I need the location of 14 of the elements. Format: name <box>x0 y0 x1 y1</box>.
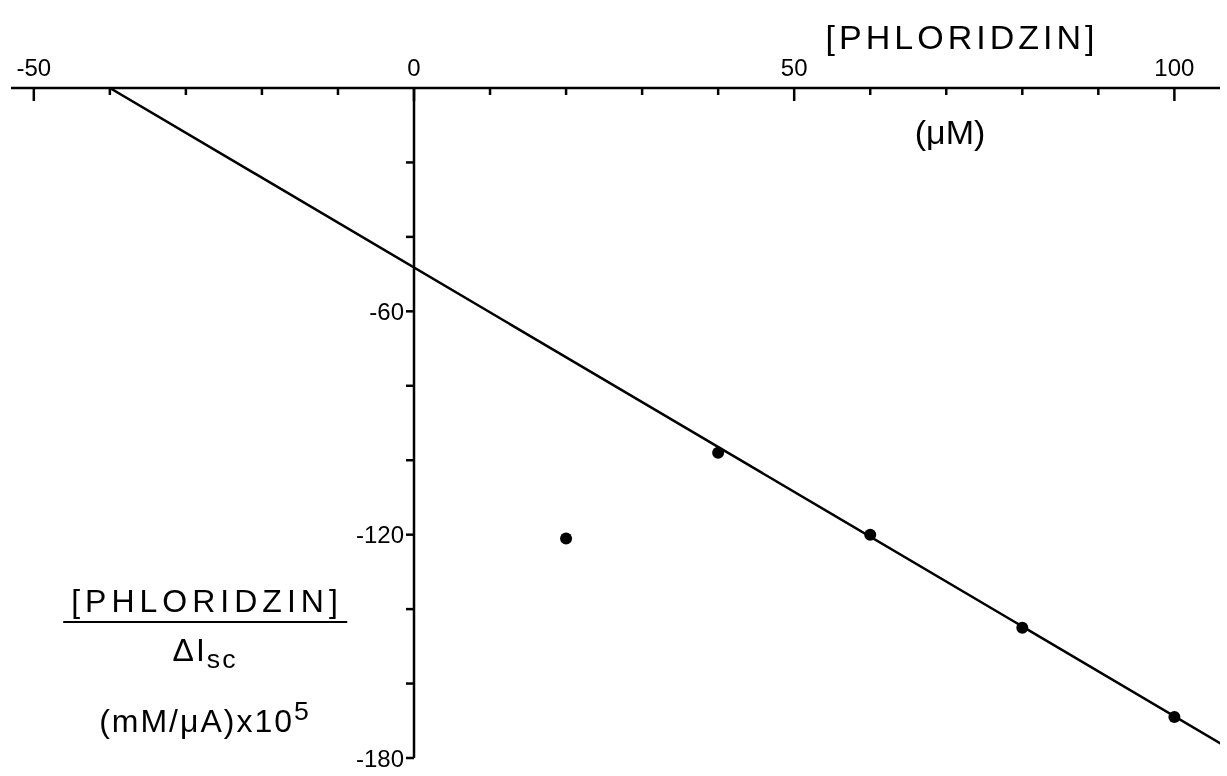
point <box>1016 621 1029 634</box>
y-tick-label: -60 <box>369 297 404 325</box>
point <box>864 528 877 541</box>
y-tick-label: -120 <box>355 521 404 549</box>
x-tick-label: -50 <box>16 54 52 81</box>
x-tick-label: 100 <box>1154 54 1195 81</box>
y-axis-title: [PHLORIDZIN] ΔI$_{sc}$ (mM/μA)x10$^{5}$ <box>70 583 344 739</box>
x-tick-label: 50 <box>780 54 808 81</box>
x-tick-label: 0 <box>407 54 421 81</box>
point <box>1168 711 1181 724</box>
point <box>560 532 573 545</box>
y-tick-label: -180 <box>355 744 404 772</box>
point <box>712 446 725 459</box>
text: [PHLORIDZIN] (μM) <box>825 18 1099 152</box>
